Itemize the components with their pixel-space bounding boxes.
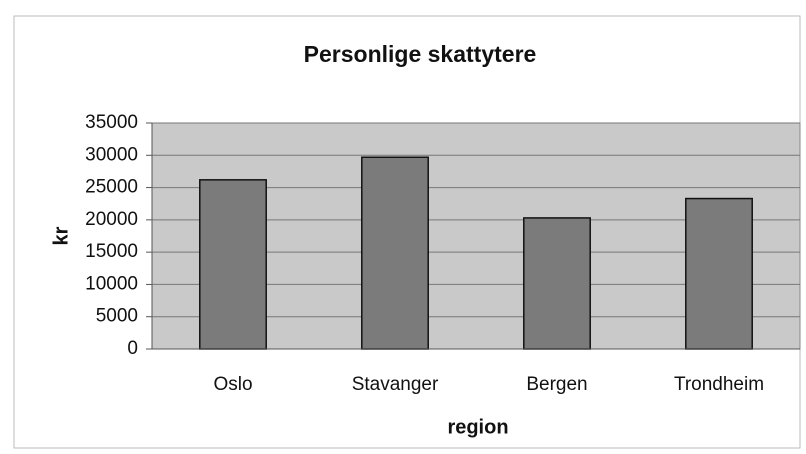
y-axis-title: kr	[50, 226, 72, 245]
x-tick-label: Trondheim	[674, 374, 764, 395]
y-tick-label: 20000	[85, 209, 138, 230]
x-tick-label: Stavanger	[352, 374, 439, 395]
bar	[685, 197, 753, 350]
x-tick-label: Bergen	[526, 374, 587, 395]
y-tick-label: 0	[127, 338, 138, 359]
x-tick-label: Oslo	[213, 374, 252, 395]
bar	[361, 156, 429, 350]
y-tick-label: 35000	[85, 112, 138, 133]
bar	[523, 217, 591, 350]
y-tick-label: 5000	[96, 306, 138, 327]
y-tick-label: 30000	[85, 144, 138, 165]
y-tick-label: 10000	[85, 273, 138, 294]
bar	[199, 179, 267, 350]
x-axis-title: region	[447, 416, 508, 438]
y-tick-label: 25000	[85, 177, 138, 198]
y-tick-label: 15000	[85, 241, 138, 262]
chart-title: Personlige skattytere	[304, 41, 537, 67]
